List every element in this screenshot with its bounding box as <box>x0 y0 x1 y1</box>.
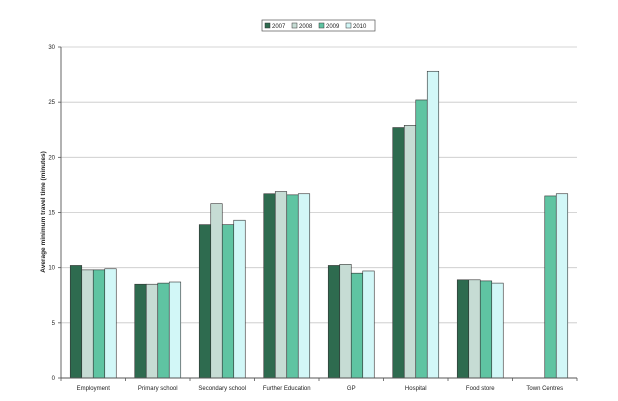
x-tick-label: Further Education <box>263 386 311 392</box>
legend-box <box>261 19 376 32</box>
bar <box>415 99 428 379</box>
y-tick-label: 25 <box>48 100 55 106</box>
legend-swatch <box>264 22 271 29</box>
bar <box>157 282 170 379</box>
bars <box>69 70 569 379</box>
bar <box>555 193 569 379</box>
bar <box>274 191 288 379</box>
bar <box>327 265 341 379</box>
bar <box>134 283 147 379</box>
bar <box>263 193 276 379</box>
y-axis-label: Average minimum travel time (minutes) <box>40 151 47 273</box>
y-tick-label: 5 <box>52 321 56 327</box>
y-tick-label: 10 <box>48 266 55 272</box>
bar <box>456 279 470 379</box>
x-tick-label: Secondary school <box>198 386 246 392</box>
x-tick-label: Primary school <box>138 386 178 392</box>
legend-label: 2009 <box>326 24 340 30</box>
bar <box>92 269 106 379</box>
legend-label: 2010 <box>353 24 367 30</box>
legend-label: 2008 <box>299 24 313 30</box>
bar <box>145 283 159 379</box>
bar <box>221 224 235 379</box>
y-axis: 0 5 10 15 20 25 30 <box>48 45 62 382</box>
bar <box>198 224 212 379</box>
bar <box>69 265 83 379</box>
x-axis: Employment Primary school Secondary school… <box>60 377 578 392</box>
bar <box>426 70 440 379</box>
bar <box>491 282 504 379</box>
chart-legend: 2007 2008 2009 2010 <box>261 19 376 32</box>
bar <box>403 125 417 379</box>
legend-label: 2007 <box>272 24 286 30</box>
bar <box>286 194 299 379</box>
bar <box>233 219 246 379</box>
bar <box>468 279 481 379</box>
legend-swatch <box>318 22 325 29</box>
gridlines <box>61 46 577 324</box>
x-tick-label: Employment <box>77 386 111 392</box>
y-tick-label: 30 <box>48 45 55 51</box>
bar <box>168 281 182 379</box>
x-tick-label: Hospital <box>405 386 427 392</box>
legend-swatch <box>345 22 352 29</box>
bar <box>297 193 311 379</box>
x-tick-label: Town Centres <box>526 386 563 392</box>
y-tick-label: 20 <box>48 155 55 161</box>
bar <box>544 195 557 379</box>
bar <box>210 203 223 379</box>
bar <box>104 268 117 379</box>
y-tick-label: 0 <box>52 376 56 382</box>
x-tick-label: GP <box>347 386 356 392</box>
bar <box>362 270 375 379</box>
y-tick-label: 15 <box>48 211 55 217</box>
bar <box>350 272 364 379</box>
bar <box>339 264 352 379</box>
legend-swatch <box>291 22 298 29</box>
bar <box>479 280 493 379</box>
x-tick-label: Food store <box>466 386 495 392</box>
bar <box>81 269 94 379</box>
bar <box>392 127 405 379</box>
